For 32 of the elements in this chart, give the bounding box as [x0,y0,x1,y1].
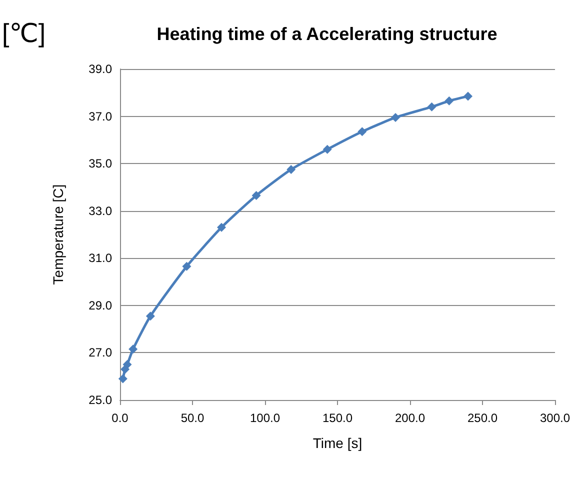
y-tick-label: 29.0 [88,298,112,312]
y-tick-label: 35.0 [88,156,112,171]
point [182,262,192,271]
y-tick-label: 31.0 [88,251,112,266]
x-tick-label: 250.0 [467,411,498,425]
y-tick-label: 27.0 [88,346,112,360]
point [464,92,472,101]
y-tick-label: 25.0 [88,393,112,407]
x-axis-title: Time [s] [312,435,362,451]
point [118,374,128,384]
point [128,344,138,354]
point [252,190,261,200]
y-tick-label: 39.0 [88,62,112,76]
x-tick-label: 150.0 [322,411,353,425]
point [146,312,155,321]
point [391,112,400,122]
y-tick-label: 33.0 [88,204,112,218]
x-tick-label: 200.0 [394,411,426,425]
point [358,127,367,136]
y-tick-label: 37.0 [88,109,112,124]
point [427,102,436,112]
y-axis-title: Temperature [C] [50,184,66,285]
chart-title: Heating time of a Accelerating structure [156,24,498,44]
x-tick-label: 100.0 [250,411,280,425]
point [444,96,454,106]
text: [℃] [2,18,46,48]
x-tick-label: 50.0 [180,411,204,425]
x-tick-label: 0.0 [112,411,129,425]
point [322,144,332,154]
x-tick-label: 300.0 [540,411,570,425]
point [286,164,296,174]
point [217,222,226,232]
